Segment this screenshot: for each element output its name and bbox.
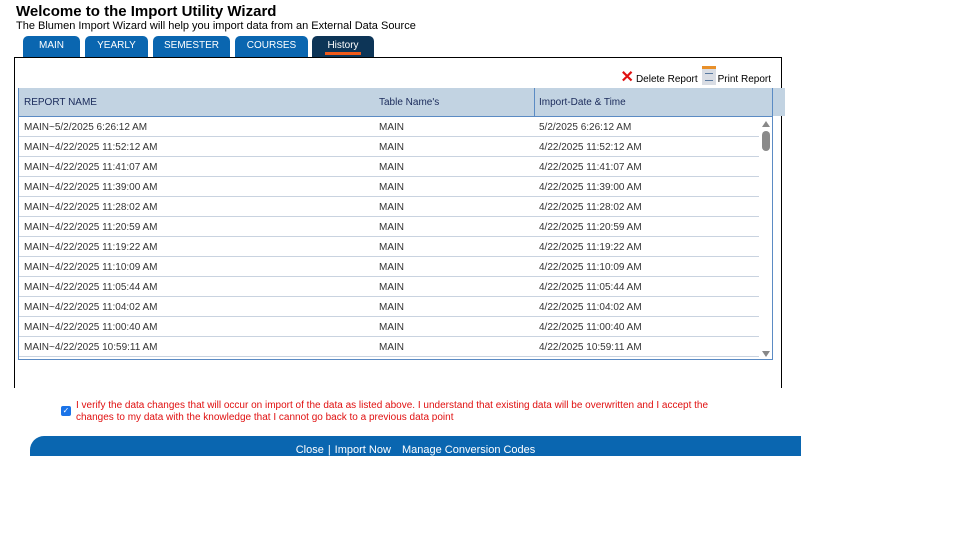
import-now-link[interactable]: Import Now [334, 444, 391, 456]
import-date-cell: 4/22/2025 11:41:07 AM [539, 162, 642, 173]
table-row[interactable]: MAIN~4/22/2025 11:00:40 AM MAIN 4/22/2025 … [19, 317, 759, 337]
manage-conversion-codes-link[interactable]: Manage Conversion Codes [401, 444, 536, 456]
page-subtitle: The Blumen Import Wizard will help you i… [16, 20, 416, 32]
vertical-scrollbar[interactable] [760, 117, 772, 359]
table-row[interactable]: MAIN~4/22/2025 11:05:44 AM MAIN 4/22/2025 … [19, 277, 759, 297]
report-name-cell: MAIN~4/22/2025 11:52:12 AM [24, 142, 158, 153]
report-actions: ✕ Delete Report Print Report [620, 66, 771, 86]
close-link[interactable]: Close [295, 444, 324, 456]
tab-label: COURSES [246, 40, 297, 51]
table-row[interactable]: MAIN~4/22/2025 11:20:59 AM MAIN 4/22/2025 … [19, 217, 759, 237]
scroll-down-arrow-icon[interactable] [762, 351, 770, 357]
print-report-button[interactable]: Print Report [701, 66, 771, 85]
table-name-cell: MAIN [379, 202, 404, 213]
import-date-cell: 4/22/2025 11:04:02 AM [539, 302, 642, 313]
history-table: REPORT NAME Table Name's Import-Date & T… [18, 88, 785, 360]
import-date-cell: 4/22/2025 11:39:00 AM [539, 182, 642, 193]
import-date-cell: 4/22/2025 11:20:59 AM [539, 222, 642, 233]
table-row[interactable]: MAIN~4/22/2025 10:59:11 AM MAIN 4/22/2025 … [19, 337, 759, 357]
tab-history[interactable]: History [312, 36, 374, 57]
table-name-cell: MAIN [379, 162, 404, 173]
tab-main[interactable]: MAIN [23, 36, 80, 57]
page-title: Welcome to the Import Utility Wizard [16, 3, 277, 20]
report-name-cell: MAIN~4/22/2025 11:19:22 AM [24, 242, 158, 253]
table-name-cell: MAIN [379, 182, 404, 193]
table-name-cell: MAIN [379, 302, 404, 313]
import-date-cell: 5/2/2025 6:26:12 AM [539, 122, 632, 133]
verify-checkbox[interactable]: ✓ [61, 406, 71, 416]
import-date-cell: 4/22/2025 10:59:11 AM [539, 342, 642, 353]
table-row[interactable]: MAIN~4/22/2025 11:52:12 AM MAIN 4/22/2025 … [19, 137, 759, 157]
separator [395, 444, 398, 456]
delete-report-label: Delete Report [635, 74, 698, 85]
report-name-cell: MAIN~4/22/2025 11:10:09 AM [24, 262, 158, 273]
column-header-report-name[interactable]: REPORT NAME [24, 97, 97, 108]
footer-bar: Close | Import Now Manage Conversion Codes [30, 436, 801, 456]
tab-label: YEARLY [97, 40, 136, 51]
table-body: MAIN~5/2/2025 6:26:12 AM MAIN 5/2/2025 6:2… [19, 117, 772, 359]
table-name-cell: MAIN [379, 142, 404, 153]
column-header-table-name[interactable]: Table Name's [379, 97, 440, 108]
import-date-cell: 4/22/2025 11:05:44 AM [539, 282, 642, 293]
scroll-up-arrow-icon[interactable] [762, 121, 770, 127]
report-name-cell: MAIN~4/22/2025 11:00:40 AM [24, 322, 158, 333]
report-name-cell: MAIN~5/2/2025 6:26:12 AM [24, 122, 148, 133]
tab-yearly[interactable]: YEARLY [85, 36, 148, 57]
delete-x-icon: ✕ [620, 69, 634, 86]
import-date-cell: 4/22/2025 11:28:02 AM [539, 202, 642, 213]
table-row[interactable]: MAIN~4/22/2025 11:04:02 AM MAIN 4/22/2025 … [19, 297, 759, 317]
table-row[interactable]: MAIN~5/2/2025 6:26:12 AM MAIN 5/2/2025 6:2… [19, 117, 759, 137]
print-report-label: Print Report [717, 74, 771, 85]
table-name-cell: MAIN [379, 322, 404, 333]
table-name-cell: MAIN [379, 242, 404, 253]
column-divider [534, 88, 535, 116]
table-row[interactable]: MAIN~4/22/2025 11:39:00 AM MAIN 4/22/2025 … [19, 177, 759, 197]
table-row[interactable]: MAIN~4/22/2025 11:19:22 AM MAIN 4/22/2025 … [19, 237, 759, 257]
tab-courses[interactable]: COURSES [235, 36, 308, 57]
import-date-cell: 4/22/2025 11:00:40 AM [539, 322, 642, 333]
history-panel: ✕ Delete Report Print Report REPORT NAME… [14, 57, 785, 388]
separator: | [327, 444, 331, 456]
table-name-cell: MAIN [379, 282, 404, 293]
verify-text: I verify the data changes that will occu… [76, 400, 709, 423]
scroll-thumb[interactable] [762, 131, 770, 151]
import-date-cell: 4/22/2025 11:52:12 AM [539, 142, 642, 153]
report-name-cell: MAIN~4/22/2025 11:05:44 AM [24, 282, 158, 293]
delete-report-button[interactable]: ✕ Delete Report [620, 69, 698, 86]
import-date-cell: 4/22/2025 11:10:09 AM [539, 262, 642, 273]
tab-semester[interactable]: SEMESTER [153, 36, 230, 57]
tab-label: History [325, 40, 361, 55]
column-header-import-date[interactable]: Import-Date & Time [539, 97, 626, 108]
table-name-cell: MAIN [379, 122, 404, 133]
tab-label: MAIN [39, 40, 64, 51]
report-name-cell: MAIN~4/22/2025 11:20:59 AM [24, 222, 158, 233]
print-report-icon [701, 66, 716, 85]
table-name-cell: MAIN [379, 262, 404, 273]
report-name-cell: MAIN~4/22/2025 11:41:07 AM [24, 162, 158, 173]
import-date-cell: 4/22/2025 11:19:22 AM [539, 242, 642, 253]
table-header: REPORT NAME Table Name's Import-Date & T… [19, 88, 785, 117]
header-scroll-spacer [772, 88, 785, 116]
report-name-cell: MAIN~4/22/2025 11:39:00 AM [24, 182, 158, 193]
report-name-cell: MAIN~4/22/2025 11:28:02 AM [24, 202, 158, 213]
table-name-cell: MAIN [379, 342, 404, 353]
table-row[interactable]: MAIN~4/22/2025 11:41:07 AM MAIN 4/22/2025 … [19, 157, 759, 177]
table-row[interactable]: MAIN~4/22/2025 11:28:02 AM MAIN 4/22/2025 … [19, 197, 759, 217]
tab-label: SEMESTER [163, 40, 219, 51]
report-name-cell: MAIN~4/22/2025 11:04:02 AM [24, 302, 158, 313]
table-name-cell: MAIN [379, 222, 404, 233]
report-name-cell: MAIN~4/22/2025 10:59:11 AM [24, 342, 158, 353]
table-row[interactable]: MAIN~4/22/2025 11:10:09 AM MAIN 4/22/2025 … [19, 257, 759, 277]
